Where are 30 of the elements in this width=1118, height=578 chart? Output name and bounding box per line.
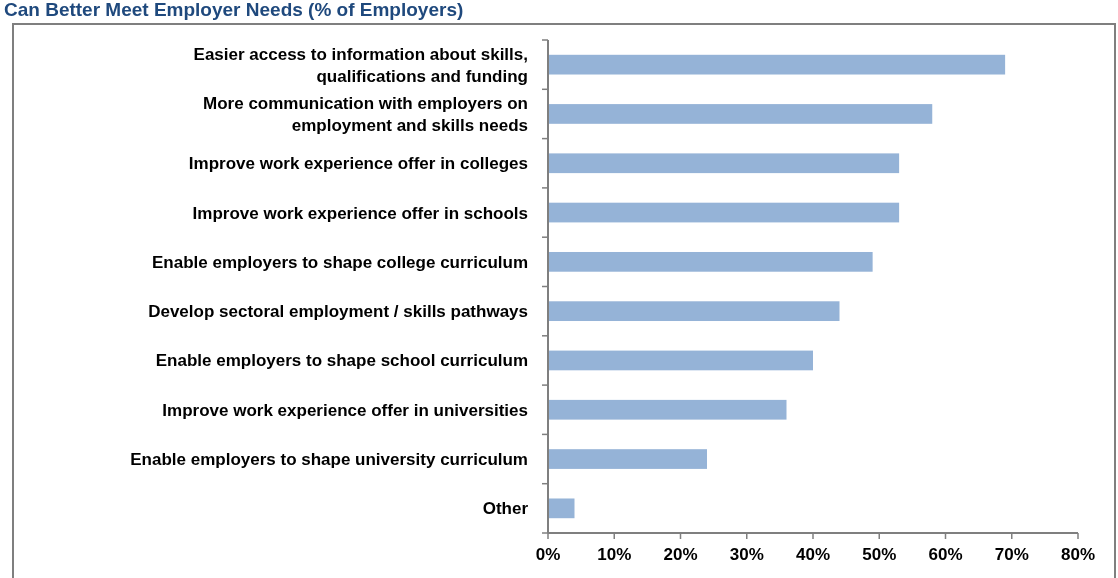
y-tick-label: Improve work experience offer in colleges bbox=[188, 154, 528, 174]
y-tick-label: Improve work experience offer in universities bbox=[162, 400, 528, 420]
x-tick-label: 50% bbox=[862, 545, 897, 564]
y-tick-label: More communication with employers on employment and skills needs bbox=[203, 93, 528, 135]
y-tick-label: Easier access to information about skills, qualifications and funding bbox=[193, 44, 528, 86]
text: Can Better Meet Employer Needs (% of Employers) bbox=[4, 0, 464, 20]
x-tick-label: 60% bbox=[928, 545, 963, 564]
x-tick-label: 10% bbox=[597, 545, 632, 564]
y-tick-label: Enable employers to shape college curriculum bbox=[151, 252, 528, 272]
y-tick-label: Other bbox=[482, 499, 529, 519]
bar bbox=[548, 153, 900, 174]
bar bbox=[548, 202, 900, 223]
x-tick-label: 80% bbox=[1060, 545, 1096, 564]
y-tick-label: Enable employers to shape university curriculum bbox=[130, 450, 528, 470]
bar bbox=[548, 251, 873, 272]
x-tick-label: 40% bbox=[795, 545, 831, 564]
y-tick-label: Develop sectoral employment / skills pathways bbox=[148, 302, 528, 322]
x-tick-label: 70% bbox=[994, 545, 1029, 564]
bar bbox=[548, 350, 813, 371]
bar bbox=[548, 498, 575, 519]
x-tick-label: 30% bbox=[729, 545, 764, 564]
y-tick-label: Improve work experience offer in schools bbox=[192, 203, 528, 223]
x-tick-label: 20% bbox=[663, 545, 698, 564]
bar bbox=[548, 54, 1006, 75]
bar bbox=[548, 449, 707, 469]
bar bbox=[548, 301, 840, 322]
y-tick-label: Enable employers to shape school curriculum bbox=[155, 351, 528, 371]
x-tick-label: 0% bbox=[535, 545, 561, 564]
bar bbox=[548, 104, 933, 124]
bar bbox=[548, 399, 787, 420]
